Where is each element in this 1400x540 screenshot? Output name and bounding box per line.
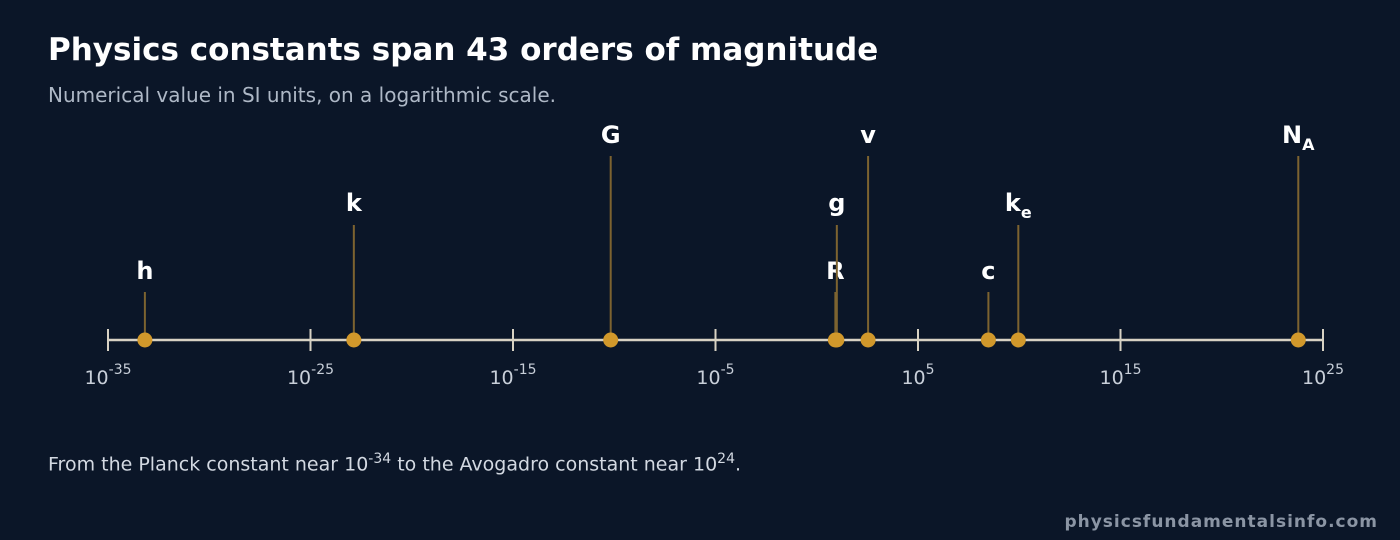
x-tick-label: 10-15 <box>489 362 536 389</box>
x-tick-exponent: -35 <box>109 362 132 378</box>
x-tick-exponent: 15 <box>1124 362 1142 378</box>
point-label: ke <box>1005 189 1032 222</box>
x-tick-base: 10 <box>84 367 108 389</box>
point <box>1010 332 1026 348</box>
x-tick-label: 1015 <box>1099 362 1141 389</box>
point-label: c <box>981 257 995 285</box>
footnote-text: to the Avogadro constant near 10 <box>391 453 718 476</box>
point-label: R <box>826 257 844 285</box>
point <box>980 332 996 348</box>
point-label: h <box>136 257 153 285</box>
point-label: k <box>346 189 363 217</box>
point-label-text: h <box>136 257 153 285</box>
point-label-text: v <box>860 121 876 149</box>
point <box>137 332 153 348</box>
x-tick-label: 10-35 <box>84 362 131 389</box>
point <box>1290 332 1306 348</box>
point-label: NA <box>1282 121 1315 154</box>
point <box>829 332 845 348</box>
x-tick-label: 105 <box>901 362 934 389</box>
point-label: v <box>860 121 876 149</box>
x-tick-label: 1025 <box>1302 362 1344 389</box>
point <box>346 332 362 348</box>
point-label-text: c <box>981 257 995 285</box>
x-tick-exponent: -5 <box>721 362 735 378</box>
footnote-text: . <box>735 453 742 476</box>
point-label-text: R <box>826 257 844 285</box>
point-label-subscript: e <box>1021 203 1032 222</box>
x-tick-base: 10 <box>901 367 925 389</box>
point-label: g <box>828 189 845 217</box>
x-tick-base: 10 <box>1099 367 1123 389</box>
chart-subtitle: Numerical value in SI units, on a logari… <box>48 83 556 107</box>
footnote: From the Planck constant near 10-34 to t… <box>48 451 741 475</box>
point <box>860 332 876 348</box>
point-label-text: k <box>1005 189 1022 217</box>
chart-title: Physics constants span 43 orders of magn… <box>48 32 879 68</box>
point-label: G <box>601 121 621 149</box>
footnote-exponent: -34 <box>368 451 392 467</box>
footnote-text: From the Planck constant near 10 <box>48 453 369 476</box>
point <box>603 332 619 348</box>
x-tick-base: 10 <box>1302 367 1326 389</box>
x-tick-base: 10 <box>287 367 311 389</box>
x-tick-label: 10-25 <box>287 362 334 389</box>
x-tick-exponent: -15 <box>514 362 537 378</box>
point-label-text: g <box>828 189 845 217</box>
footnote-exponent: 24 <box>717 451 735 467</box>
source: physicsfundamentalsinfo.com <box>1064 512 1378 532</box>
x-tick-base: 10 <box>696 367 720 389</box>
x-tick-exponent: 5 <box>926 362 935 378</box>
x-tick-exponent: -25 <box>311 362 334 378</box>
point-label-subscript: A <box>1302 135 1315 154</box>
x-tick-exponent: 25 <box>1326 362 1344 378</box>
point-label-text: N <box>1282 121 1302 149</box>
point-label-text: G <box>601 121 621 149</box>
x-tick-label: 10-5 <box>696 362 734 389</box>
point-label-text: k <box>346 189 363 217</box>
x-tick-base: 10 <box>489 367 513 389</box>
